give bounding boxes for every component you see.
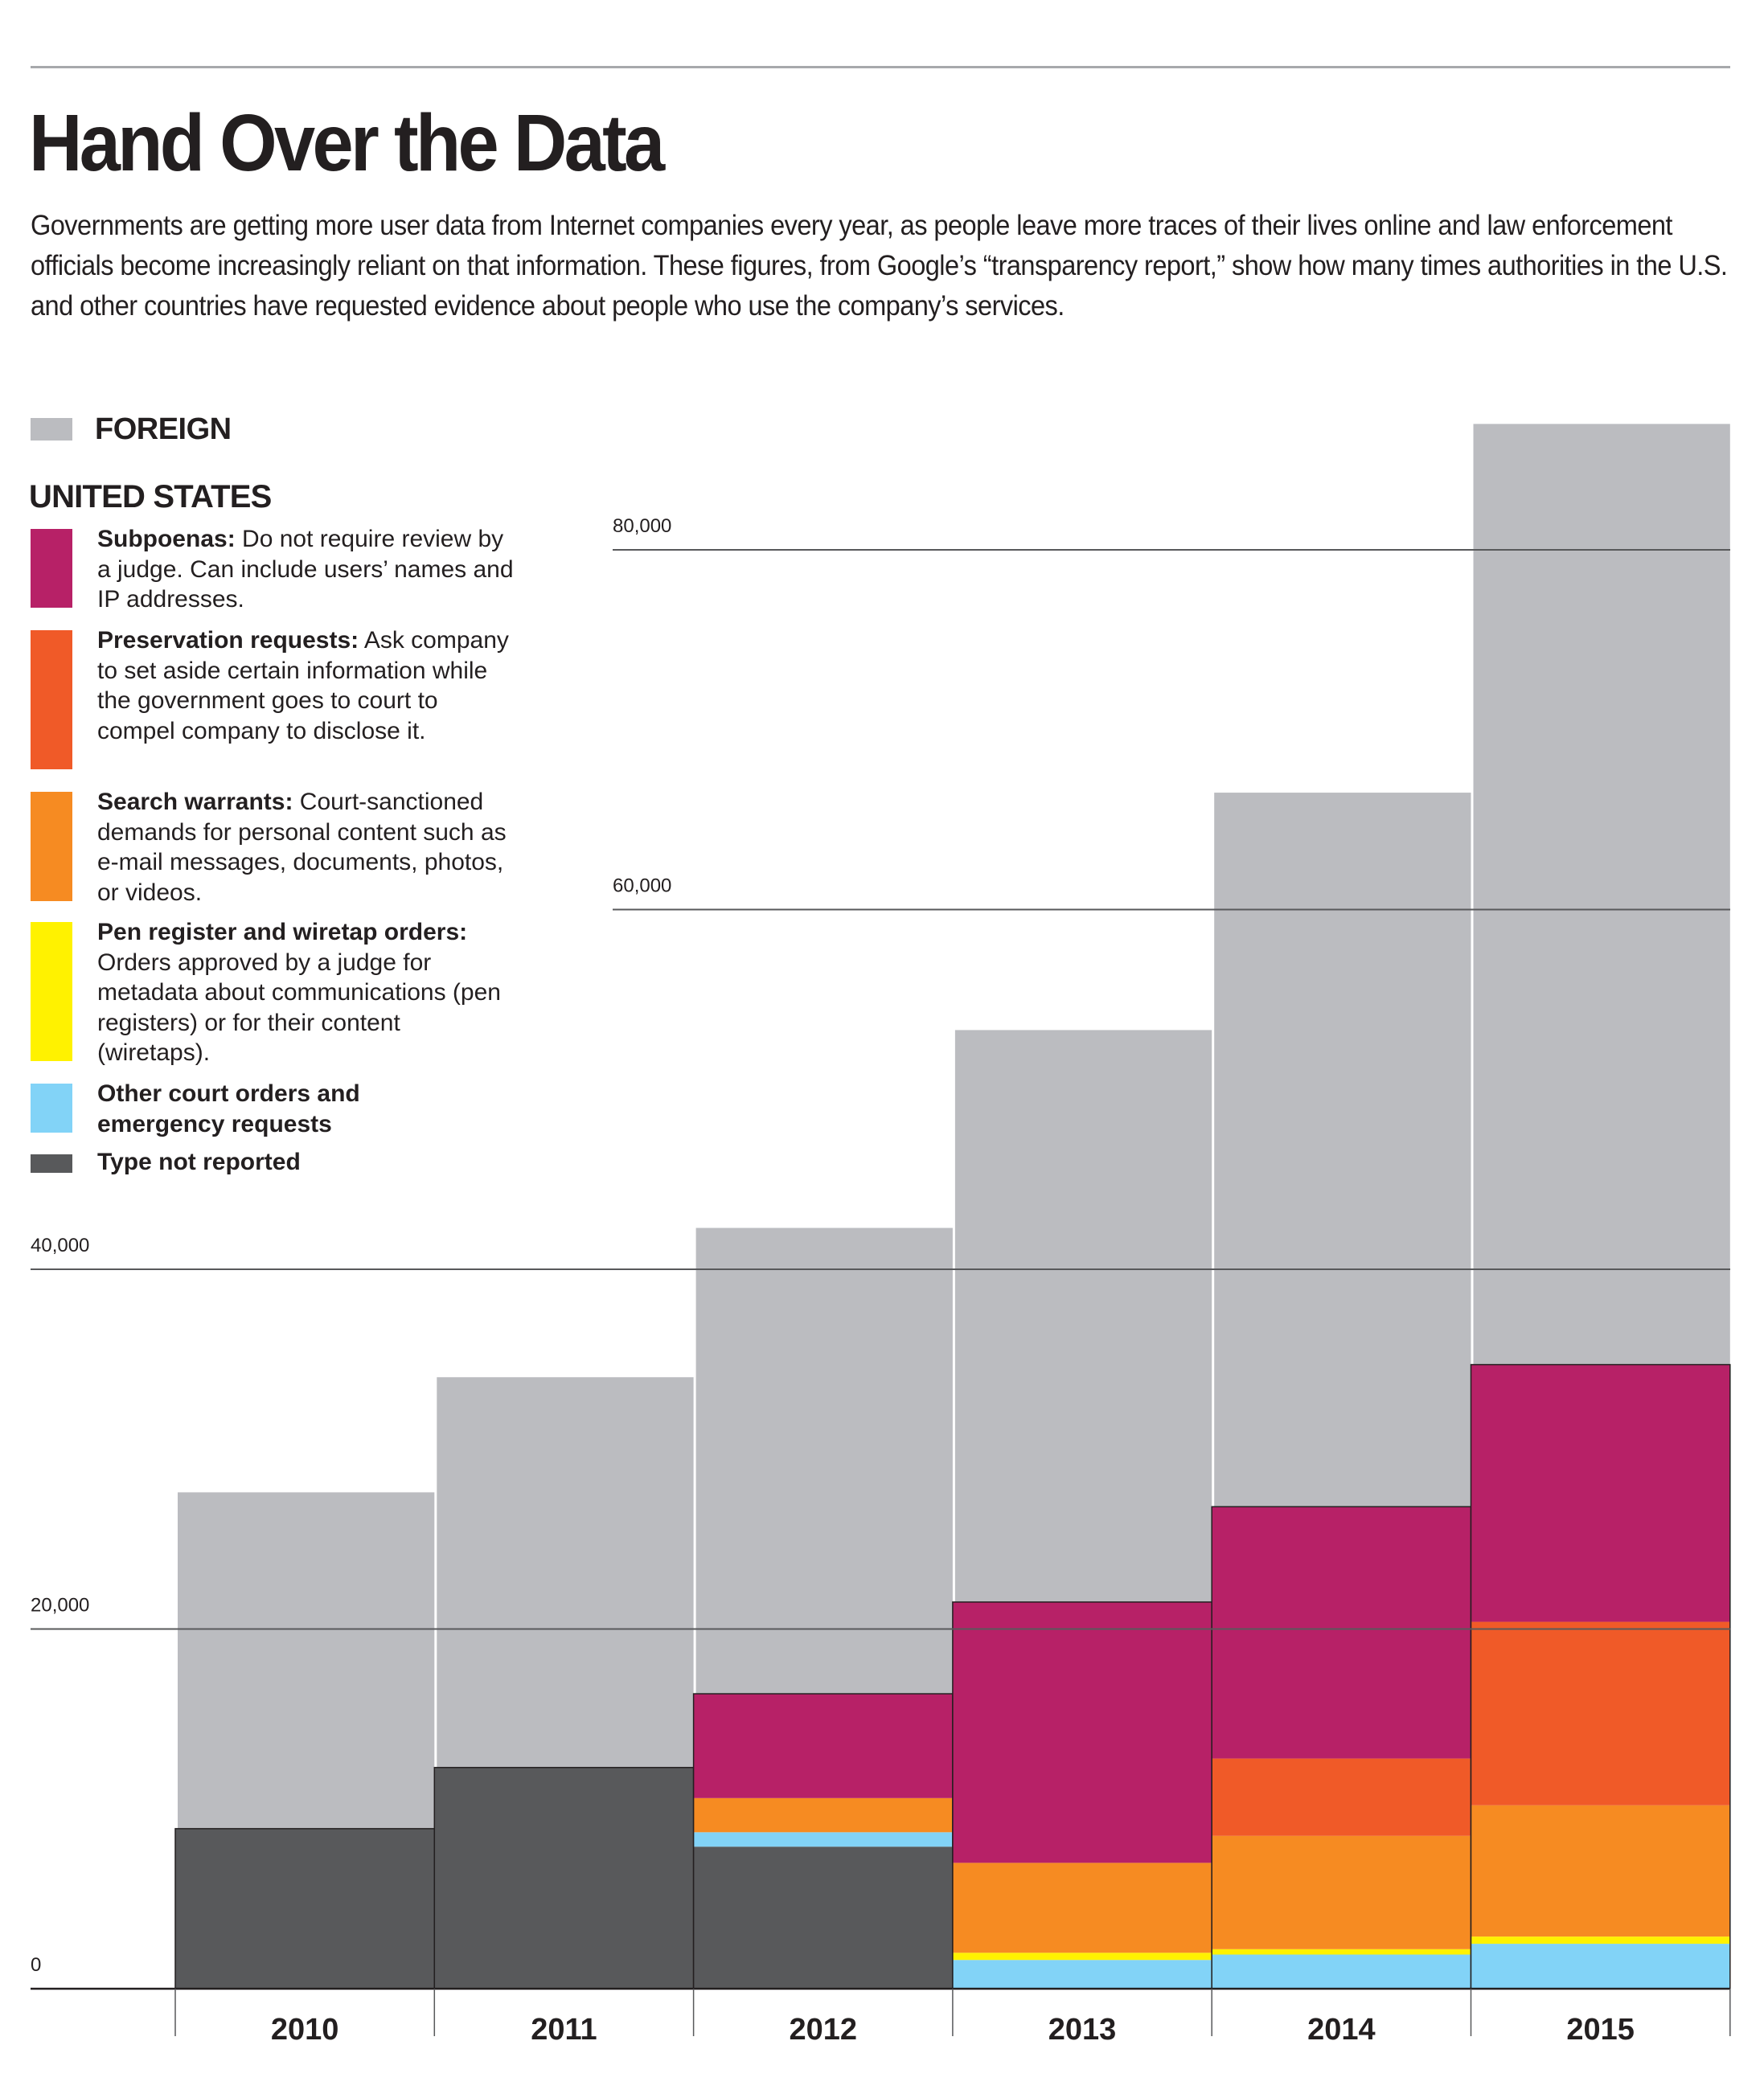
gridlines-group <box>31 549 1730 1990</box>
legend-swatch-preservation <box>31 630 72 769</box>
bar-segment-pen-2014 <box>1212 1949 1471 1955</box>
bar-segment-not_reported-2011 <box>434 1767 694 1989</box>
legend-term: Type not reported <box>97 1149 301 1175</box>
subtitle: Governments are getting more user data f… <box>31 210 1728 322</box>
bar-segment-not_reported-2010 <box>175 1828 435 1989</box>
legend-swatch-foreign <box>31 418 72 441</box>
bar-segment-pen-2015 <box>1471 1936 1730 1945</box>
legend-term: Search warrants: <box>97 789 293 815</box>
bar-segment-search-2012 <box>693 1797 953 1833</box>
legend-swatch-subpoenas <box>31 529 72 608</box>
bar-segment-foreign-2010 <box>178 1492 435 1829</box>
bar-segment-foreign-2011 <box>437 1377 694 1768</box>
legend-term: Other court orders and emergency request… <box>97 1080 360 1137</box>
bar-segment-foreign-2013 <box>954 1030 1212 1602</box>
bar-segment-pen-2013 <box>952 1953 1212 1961</box>
page-title: Hand Over the Data <box>29 98 665 188</box>
y-tick-label-20000: 20,000 <box>31 1595 89 1617</box>
bars-group <box>174 424 1731 1990</box>
bar-segment-subpoenas-2014 <box>1212 1506 1471 1759</box>
bar-segment-foreign-2014 <box>1214 793 1471 1507</box>
bar-segment-subpoenas-2015 <box>1471 1364 1730 1622</box>
legend-text-pen-register: Pen register and wiretap orders: Orders … <box>97 917 515 1068</box>
x-tick-label-2011: 2011 <box>531 2013 597 2047</box>
x-tick-label-2014: 2014 <box>1307 2013 1376 2047</box>
legend-us-title: UNITED STATES <box>29 479 272 514</box>
bar-segment-other-2014 <box>1212 1954 1471 1989</box>
bar-segment-subpoenas-2013 <box>952 1601 1212 1863</box>
y-tick-labels-group: 0 20,000 40,000 60,000 80,000 <box>31 515 671 1976</box>
y-tick-label-80000: 80,000 <box>613 515 671 537</box>
bar-segment-preservation-2014 <box>1212 1758 1471 1836</box>
legend-swatch-other-court-orders <box>31 1084 72 1133</box>
bar-segment-search-2014 <box>1212 1835 1471 1949</box>
x-tick-label-2015: 2015 <box>1566 2013 1635 2047</box>
bar-segment-foreign-2015 <box>1473 424 1730 1365</box>
bar-segment-other-2015 <box>1471 1944 1730 1989</box>
legend-text-type-not-reported: Type not reported <box>97 1147 515 1178</box>
legend-term: Subpoenas: <box>97 526 236 552</box>
legend-desc: Do not require review by a judge. Can in… <box>97 526 514 613</box>
legend-desc: Ask company to set aside certain informa… <box>97 627 509 744</box>
legend-desc: Orders approved by a judge for metadata … <box>97 949 501 1067</box>
legend-foreign: FOREIGN <box>31 412 232 446</box>
legend-desc: Court-sanctioned demands for personal co… <box>97 789 507 906</box>
legend-text-preservation: Preservation requests: Ask company to se… <box>97 625 515 746</box>
bar-segment-other-2013 <box>952 1960 1212 1989</box>
legend-text-search-warrants: Search warrants: Court-sanctioned demand… <box>97 787 515 908</box>
x-tick-label-2010: 2010 <box>271 2013 339 2047</box>
x-tick-label-2013: 2013 <box>1048 2013 1117 2047</box>
x-tick-label-2012: 2012 <box>789 2013 857 2047</box>
bar-segment-subpoenas-2012 <box>693 1694 953 1798</box>
y-tick-label-60000: 60,000 <box>613 875 671 897</box>
legend-label-foreign: FOREIGN <box>95 412 232 446</box>
legend-term: Pen register and wiretap orders: <box>97 919 468 945</box>
legend-swatch-search-warrants <box>31 792 72 901</box>
x-axis-group: 2010 2011 2012 2013 2014 2015 <box>174 1989 1731 2047</box>
legend-text-subpoenas: Subpoenas: Do not require review by a ju… <box>97 524 515 615</box>
legend-swatch-pen-register <box>31 922 72 1061</box>
bar-segment-foreign-2012 <box>695 1227 953 1695</box>
bar-segment-search-2015 <box>1471 1805 1730 1937</box>
legend-swatch-type-not-reported <box>31 1154 72 1173</box>
bar-segment-other-2012 <box>693 1832 953 1847</box>
bar-segment-preservation-2015 <box>1471 1621 1730 1805</box>
bar-segment-search-2013 <box>952 1863 1212 1953</box>
y-tick-label-0: 0 <box>31 1954 41 1976</box>
legend-term: Preservation requests: <box>97 627 359 654</box>
y-tick-label-40000: 40,000 <box>31 1235 89 1256</box>
bar-segment-not_reported-2012 <box>693 1846 953 1989</box>
top-rule <box>31 66 1730 68</box>
legend-text-other-court-orders: Other court orders and emergency request… <box>97 1079 403 1139</box>
